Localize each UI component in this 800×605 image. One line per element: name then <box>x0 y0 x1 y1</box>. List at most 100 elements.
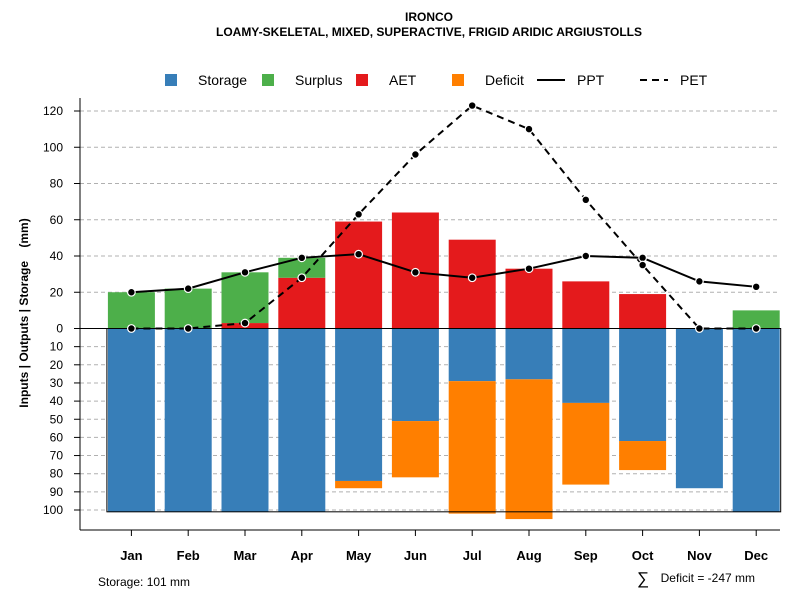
y-tick-label: 80 <box>50 467 64 481</box>
ticks: 0 20 40 60 80 100 120 10 20 30 40 50 60 70 80 90 100 Jan F… <box>43 104 768 563</box>
y-tick-label: 40 <box>50 249 64 263</box>
x-tick-label: Dec <box>744 548 768 563</box>
deficit-footer: Deficit = -247 mm <box>661 571 755 585</box>
y-tick-label: 90 <box>50 485 64 499</box>
legend-swatch-surplus <box>262 74 274 86</box>
storage-bar <box>448 328 496 382</box>
deficit-bar <box>448 381 496 514</box>
pet-point <box>467 101 477 110</box>
ppt-point <box>638 253 647 263</box>
aet-bar <box>562 281 610 329</box>
ppt-point <box>695 276 704 286</box>
x-tick-label: Sep <box>574 548 598 563</box>
x-tick-label: Oct <box>632 548 654 563</box>
aet-bar <box>278 277 326 329</box>
y-tick-label: 80 <box>50 177 64 191</box>
surplus-bar <box>278 257 326 278</box>
x-tick-label: Nov <box>687 548 712 563</box>
legend-swatch-aet <box>356 74 368 86</box>
pet-point <box>126 324 136 333</box>
y-tick-label: 30 <box>50 376 64 390</box>
storage-bar <box>391 328 439 422</box>
surplus-bar <box>732 310 780 329</box>
storage-bar <box>164 328 212 512</box>
aet-bar <box>335 221 383 329</box>
pet-point <box>354 209 364 219</box>
ppt-point <box>524 264 534 274</box>
ppt-line <box>131 253 757 294</box>
legend-label-deficit: Deficit <box>485 72 524 88</box>
legend-swatch-storage <box>165 74 177 86</box>
x-tick-label: Jul <box>463 548 482 563</box>
surplus-bar <box>221 272 269 324</box>
y-tick-label: 70 <box>50 449 64 463</box>
legend-label-surplus: Surplus <box>295 72 342 88</box>
y-tick-label: 100 <box>43 503 63 517</box>
y-tick-label: 10 <box>50 340 64 354</box>
chart-subtitle: LOAMY-SKELETAL, MIXED, SUPERACTIVE, FRIG… <box>216 25 642 39</box>
x-tick-label: May <box>346 548 372 563</box>
storage-bar <box>221 328 269 512</box>
y-tick-label: 100 <box>43 140 63 154</box>
legend: Storage Surplus AET Deficit PPT PET <box>165 72 708 88</box>
surplus-bar <box>107 292 155 329</box>
lines <box>126 101 761 333</box>
storage-bar <box>562 328 610 403</box>
ppt-point <box>411 267 420 277</box>
ppt-point <box>183 284 193 294</box>
aet-bar <box>505 268 553 329</box>
legend-swatch-deficit <box>452 74 464 86</box>
ppt-point <box>467 273 477 283</box>
storage-bar <box>732 328 780 512</box>
pet-point <box>297 273 307 283</box>
pet-point <box>240 318 250 328</box>
storage-bar <box>278 328 326 512</box>
y-tick-label: 50 <box>50 412 64 426</box>
bars <box>107 212 780 520</box>
deficit-bar <box>619 441 667 471</box>
y-tick-label: 60 <box>50 213 64 227</box>
pet-point <box>695 324 704 333</box>
storage-bar <box>675 328 723 489</box>
y-tick-label: 40 <box>50 394 64 408</box>
y-tick-label: 20 <box>50 358 64 372</box>
legend-label-storage: Storage <box>198 72 247 88</box>
ppt-point <box>297 253 307 263</box>
storage-footer: Storage: 101 mm <box>98 575 190 589</box>
deficit-bar <box>505 379 553 520</box>
x-tick-label: Mar <box>233 548 256 563</box>
ppt-point <box>751 282 761 292</box>
ppt-point <box>581 251 591 261</box>
storage-bar <box>335 328 383 481</box>
storage-bar <box>107 328 155 512</box>
storage-bar <box>505 328 553 380</box>
legend-label-pet: PET <box>680 72 708 88</box>
deficit-bar <box>391 421 439 478</box>
ppt-point <box>126 287 136 297</box>
legend-label-ppt: PPT <box>577 72 605 88</box>
aet-bar <box>448 239 496 329</box>
storage-bar <box>619 328 667 442</box>
pet-point <box>581 195 591 205</box>
x-tick-label: Jun <box>404 548 427 563</box>
pet-point <box>638 260 647 270</box>
deficit-bar <box>562 402 610 485</box>
x-tick-label: Jan <box>120 548 142 563</box>
x-tick-label: Feb <box>177 548 200 563</box>
pet-point <box>524 124 534 134</box>
sum-symbol: ∑ <box>637 569 649 588</box>
ppt-point <box>354 249 364 259</box>
y-tick-label: 20 <box>50 285 64 299</box>
y-axis-label: Inputs | Outputs | Storage (mm) <box>17 218 31 407</box>
x-tick-label: Aug <box>516 548 541 563</box>
surplus-bar <box>164 288 212 329</box>
y-tick-label: 120 <box>43 104 63 118</box>
pet-point <box>751 324 761 333</box>
ppt-point <box>240 267 250 277</box>
pet-point <box>183 324 193 333</box>
deficit-bar <box>335 480 383 489</box>
chart-title: IRONCO <box>405 10 453 24</box>
aet-bar <box>619 294 667 329</box>
